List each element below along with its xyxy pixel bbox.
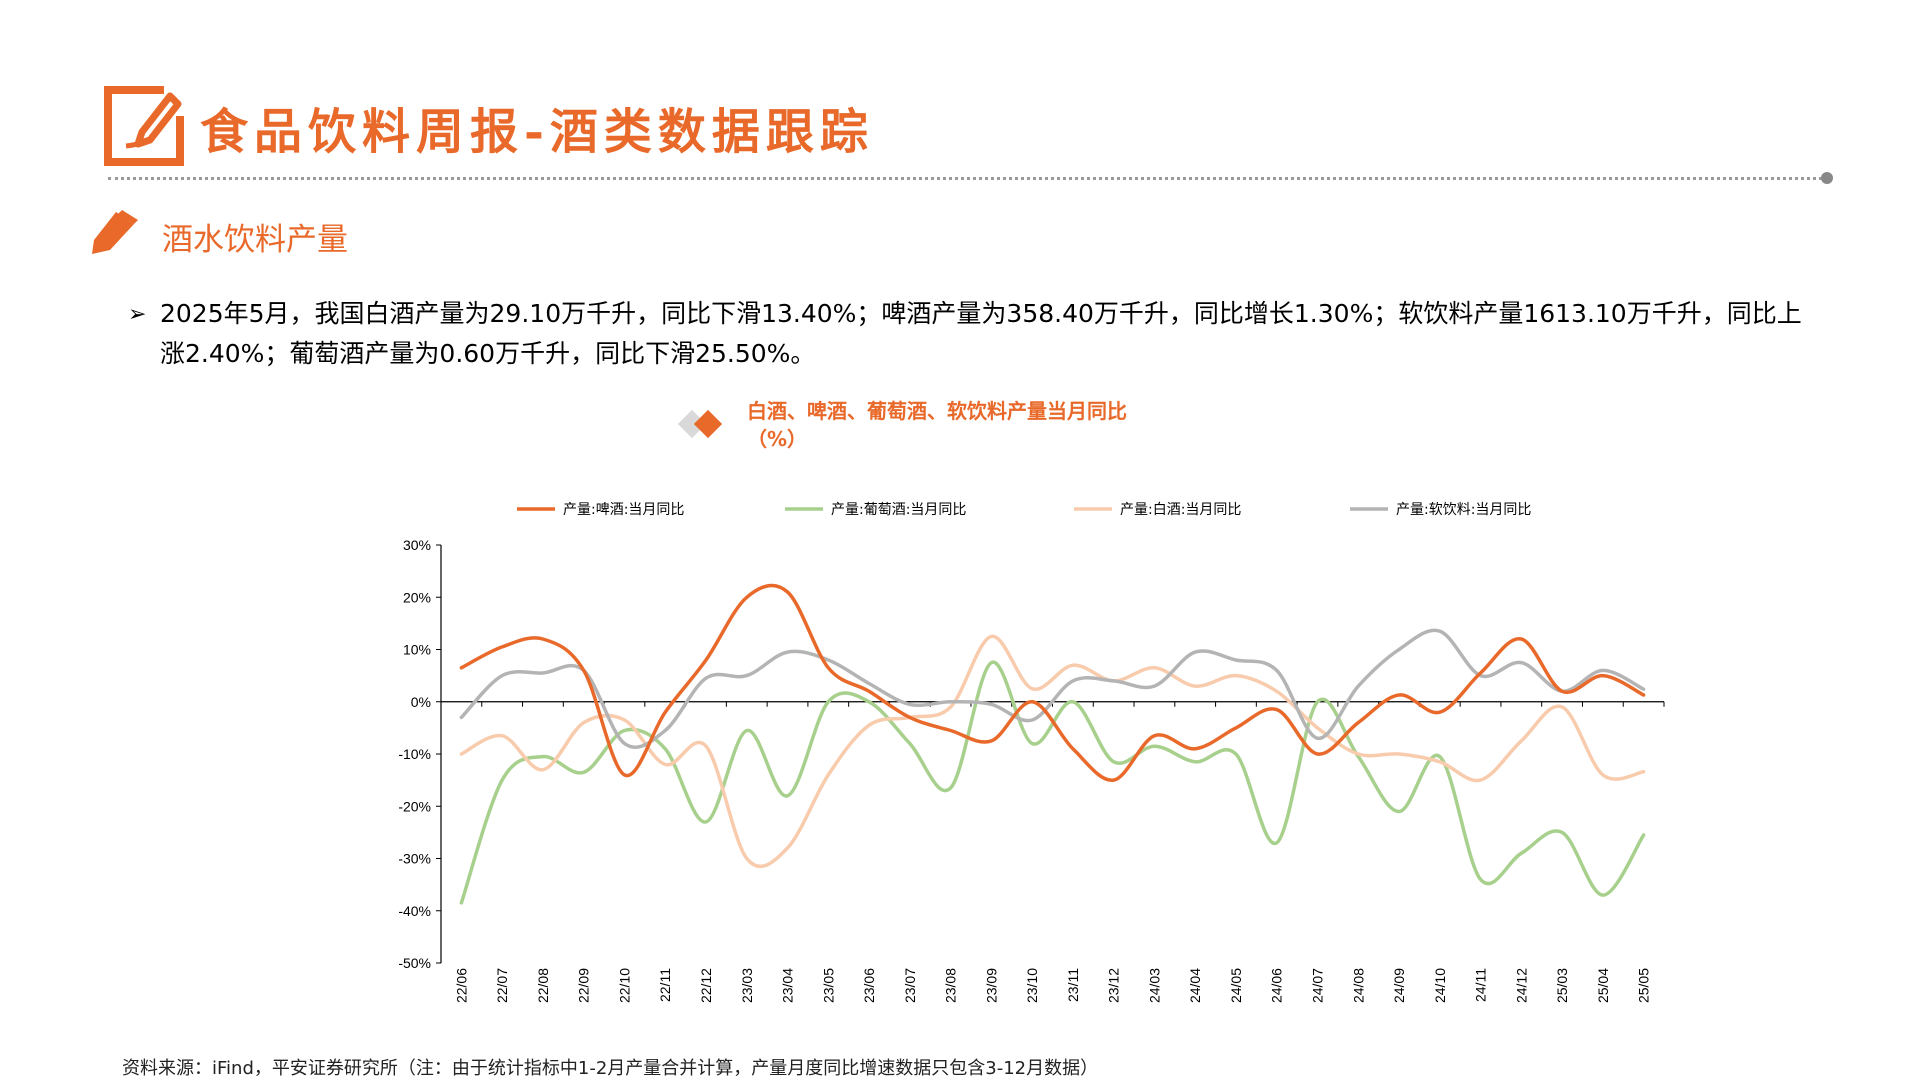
series-line-1 — [459, 660, 1646, 905]
x-tick-label: 23/05 — [820, 968, 836, 1003]
y-tick-label: -30% — [398, 851, 431, 867]
title-divider — [108, 177, 1828, 180]
series-line-2 — [459, 634, 1646, 869]
x-tick-label: 22/12 — [698, 968, 714, 1003]
y-tick-label: 0% — [411, 694, 431, 710]
page-title: 食品饮料周报-酒类数据跟踪 — [200, 104, 874, 160]
x-tick-label: 23/12 — [1106, 968, 1122, 1003]
y-tick-label: -50% — [398, 955, 431, 971]
x-tick-label: 24/11 — [1473, 968, 1489, 1002]
legend-label: 产量:啤酒:当月同比 — [563, 502, 684, 518]
x-tick-label: 23/07 — [902, 968, 918, 1003]
y-tick-label: 10% — [403, 642, 431, 658]
y-tick-label: -40% — [398, 903, 431, 919]
diamond-icon — [677, 409, 723, 439]
x-tick-label: 23/09 — [983, 968, 999, 1003]
summary-text: 2025年5月，我国白酒产量为29.10万千升，同比下滑13.40%；啤酒产量为… — [160, 299, 1802, 368]
source-note: 资料来源：iFind，平安证券研究所（注：由于统计指标中1-2月产量合并计算，产… — [122, 1058, 1099, 1079]
y-tick-label: -10% — [398, 746, 431, 762]
bullet-arrow-icon: ➢ — [128, 302, 147, 327]
chart-series — [459, 583, 1646, 905]
chart-legend: 产量:啤酒:当月同比 产量:葡萄酒:当月同比 产量:白酒:当月同比 产量:软饮料:当月… — [517, 502, 1531, 518]
x-tick-label: 23/08 — [943, 968, 959, 1003]
x-tick-label: 23/04 — [780, 968, 796, 1003]
y-tick-label: 30% — [403, 537, 431, 553]
x-tick-label: 24/07 — [1309, 968, 1325, 1003]
legend-label: 产量:白酒:当月同比 — [1120, 502, 1241, 518]
legend-label: 产量:软饮料:当月同比 — [1396, 502, 1531, 518]
x-tick-label: 24/08 — [1350, 968, 1366, 1003]
x-tick-label: 22/09 — [576, 968, 592, 1003]
series-line-3 — [459, 628, 1646, 750]
x-tick-label: 24/05 — [1228, 968, 1244, 1003]
legend-label: 产量:葡萄酒:当月同比 — [831, 502, 966, 518]
x-tick-label: 24/09 — [1391, 968, 1407, 1003]
x-tick-label: 25/04 — [1595, 968, 1611, 1003]
x-tick-label: 23/10 — [1024, 968, 1040, 1003]
x-tick-label: 24/03 — [1146, 968, 1162, 1003]
x-tick-label: 23/11 — [1065, 968, 1081, 1002]
chart-axes: 30% 20% 10% 0% -10% -20% -30% -40% -50% 22/06 22/0… — [398, 537, 1665, 1003]
series-line-0 — [459, 583, 1646, 782]
x-tick-label: 23/03 — [739, 968, 755, 1003]
chart-title: 白酒、啤酒、葡萄酒、软饮料产量当月同比 （%） — [747, 397, 1247, 453]
chart-title-line2: （%） — [747, 427, 808, 451]
y-tick-label: 20% — [403, 589, 431, 605]
title-divider-dot — [1821, 172, 1833, 184]
x-tick-label: 24/12 — [1513, 968, 1529, 1003]
x-tick-label: 22/06 — [453, 968, 469, 1003]
y-tick-label: -20% — [398, 798, 431, 814]
edit-icon — [104, 86, 184, 166]
chart-title-line1: 白酒、啤酒、葡萄酒、软饮料产量当月同比 — [747, 399, 1127, 423]
section-title: 酒水饮料产量 — [162, 222, 348, 258]
x-tick-label: 22/11 — [657, 968, 673, 1002]
x-tick-label: 25/03 — [1554, 968, 1570, 1003]
x-tick-label: 24/10 — [1432, 968, 1448, 1003]
x-tick-label: 24/04 — [1187, 968, 1203, 1003]
pencil-icon — [92, 210, 138, 254]
x-tick-label: 22/07 — [494, 968, 510, 1003]
x-tick-label: 22/08 — [535, 968, 551, 1003]
x-tick-label: 25/05 — [1636, 968, 1652, 1003]
x-tick-label: 22/10 — [616, 968, 632, 1003]
x-tick-label: 23/06 — [861, 968, 877, 1003]
x-tick-label: 24/06 — [1269, 968, 1285, 1003]
